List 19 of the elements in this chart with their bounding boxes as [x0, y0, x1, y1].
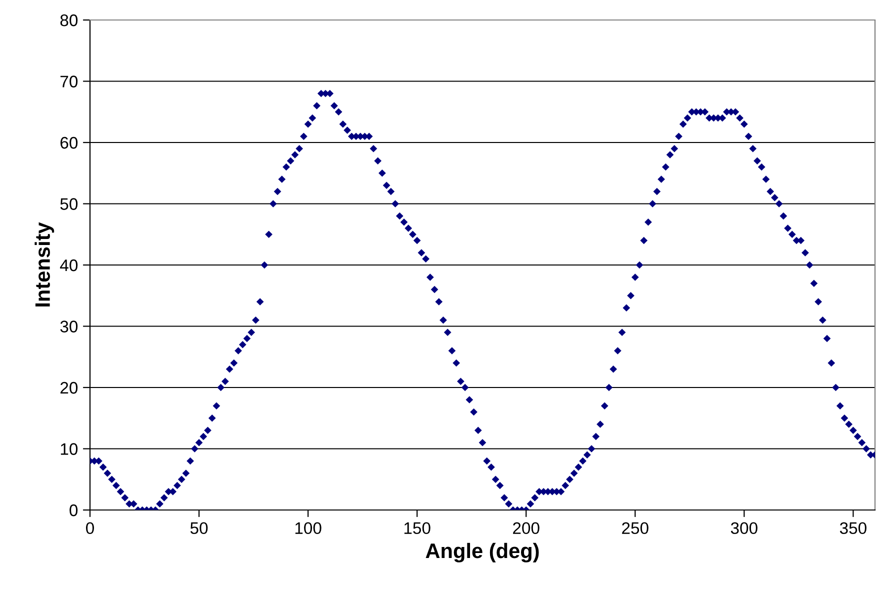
x-tick-label: 300 — [730, 522, 758, 534]
x-tick-label: 350 — [840, 522, 866, 534]
y-tick-label: 30 — [60, 320, 78, 332]
y-tick-label: 70 — [60, 76, 78, 88]
y-tick-label: 10 — [60, 443, 78, 455]
y-tick-label: 60 — [60, 136, 78, 149]
x-tick-label: 200 — [513, 522, 540, 534]
x-tick-label: 150 — [404, 522, 430, 534]
y-tick-label: 20 — [60, 382, 78, 394]
y-axis-title: Intensity — [34, 222, 54, 306]
x-tick-label: 0 — [86, 522, 94, 534]
x-tick-label: 100 — [295, 522, 322, 534]
y-tick-label: 40 — [60, 259, 78, 272]
y-tick-label: 80 — [60, 14, 78, 26]
x-tick-label: 250 — [622, 522, 648, 534]
y-tick-label: 50 — [60, 198, 78, 210]
x-axis-title: Angle (deg) — [426, 542, 539, 562]
x-tick-label: 50 — [190, 522, 208, 534]
y-tick-label: 0 — [70, 504, 78, 516]
